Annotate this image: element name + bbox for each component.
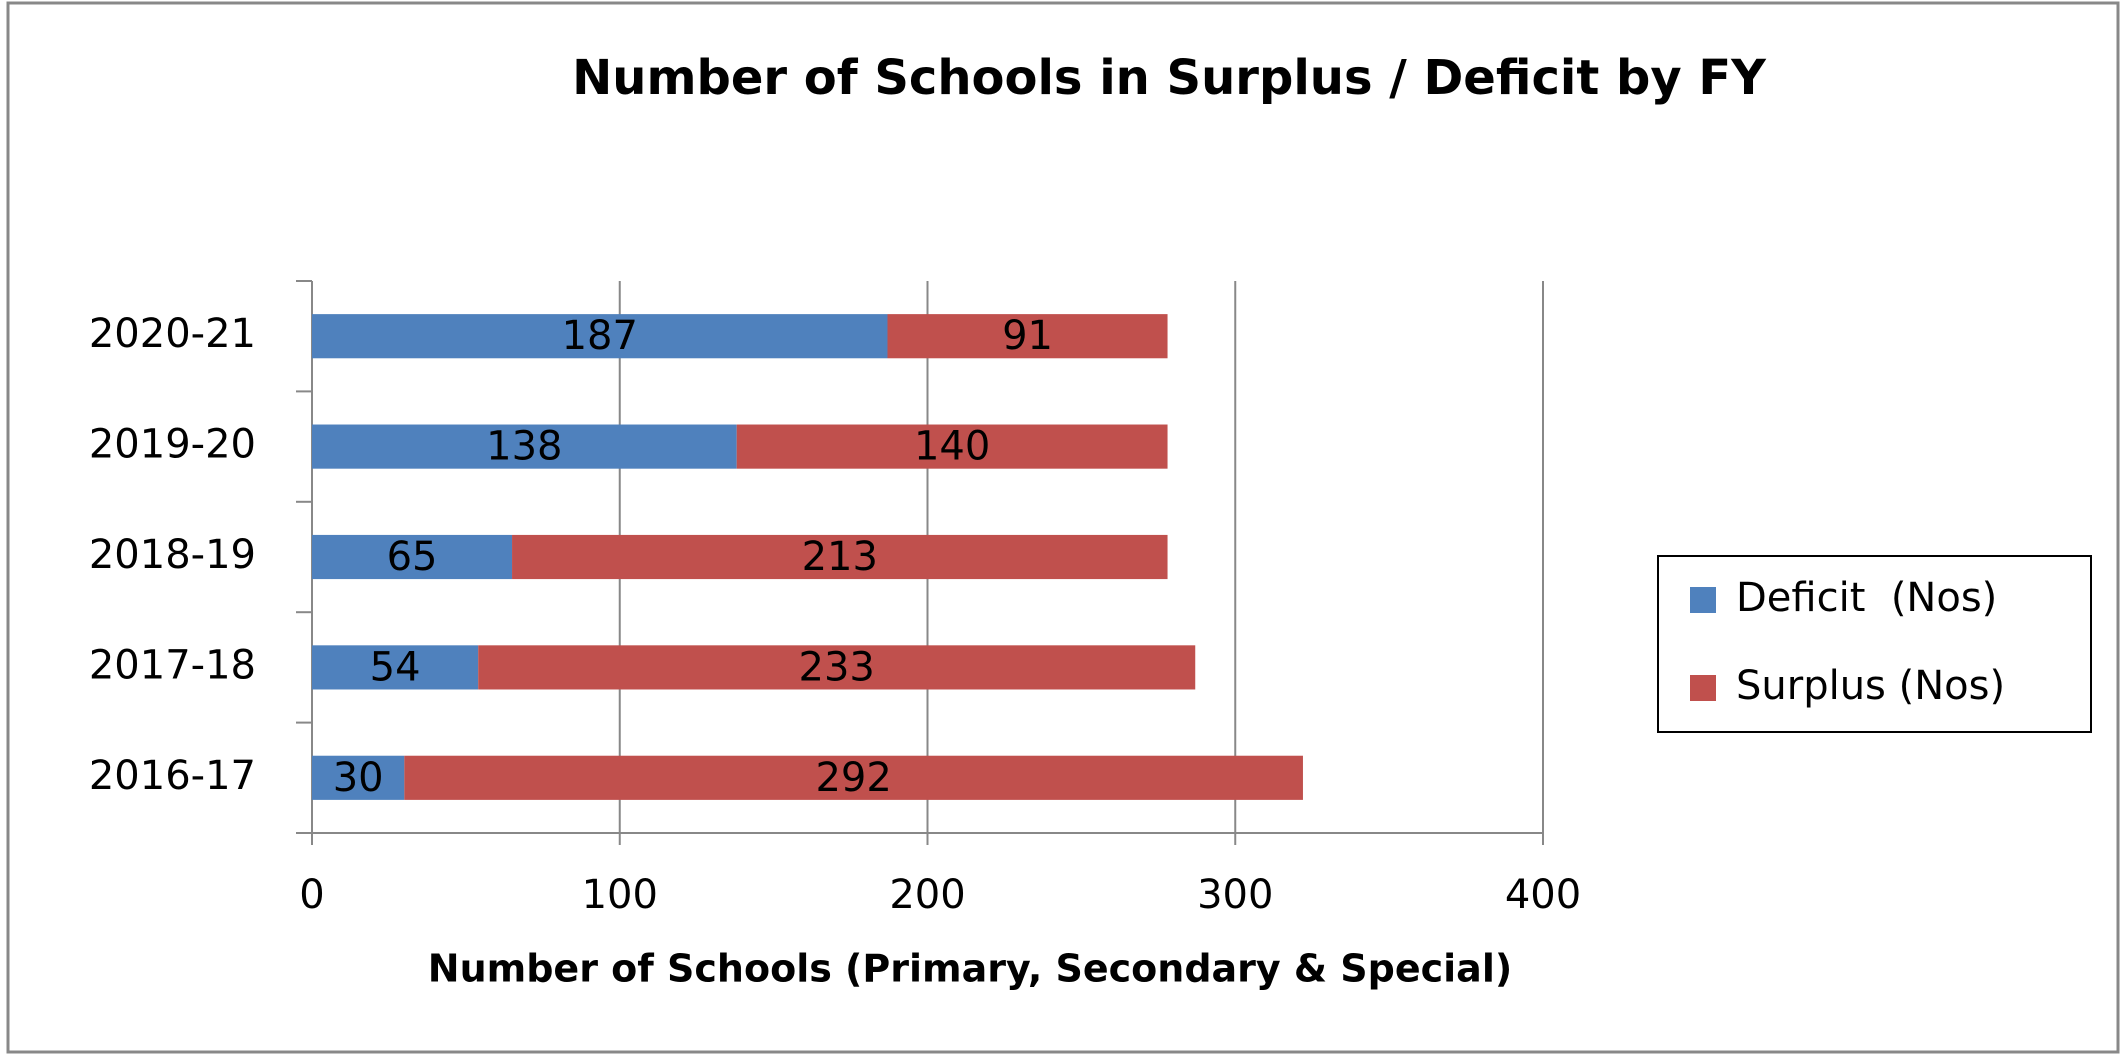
data-label: 54 [370, 644, 421, 690]
data-label: 30 [333, 755, 384, 801]
legend-label: Deficit (Nos) [1736, 575, 1997, 621]
bar-segment [312, 534, 513, 580]
data-label: 233 [799, 644, 875, 690]
bar-segment [736, 424, 1168, 469]
data-label: 140 [914, 424, 990, 470]
bar-segment [312, 314, 888, 359]
bar-segment [312, 424, 737, 469]
legend-box [1657, 555, 2092, 733]
bar-segment [312, 645, 479, 690]
legend-swatch [1690, 675, 1716, 701]
x-tick-label: 200 [889, 872, 965, 918]
legend-label: Surplus (Nos) [1736, 663, 2005, 709]
x-tick-label: 400 [1505, 872, 1581, 918]
data-label: 292 [815, 755, 891, 801]
y-tick-label: 2020-21 [89, 311, 256, 357]
y-tick-label: 2019-20 [89, 422, 256, 468]
legend-swatch [1690, 587, 1716, 613]
bar-segment [887, 314, 1168, 359]
x-tick-label: 0 [299, 872, 324, 918]
data-label: 187 [562, 313, 638, 359]
bar-segment [512, 534, 1168, 580]
x-tick-label: 100 [582, 872, 658, 918]
bar-segment [312, 755, 405, 800]
bar-segment [478, 645, 1196, 690]
data-label: 65 [387, 534, 438, 580]
bar-segment [404, 755, 1303, 800]
chart-frame [6, 1, 2120, 1054]
y-tick-label: 2018-19 [89, 532, 256, 578]
x-axis-title: Number of Schools (Primary, Secondary & … [428, 947, 1512, 991]
y-tick-label: 2016-17 [89, 753, 256, 799]
chart-title: Number of Schools in Surplus / Deficit b… [572, 50, 1767, 106]
data-label: 91 [1002, 313, 1053, 359]
y-tick-label: 2017-18 [89, 642, 256, 688]
x-tick-label: 300 [1197, 872, 1273, 918]
data-label: 213 [802, 534, 878, 580]
data-label: 138 [486, 424, 562, 470]
